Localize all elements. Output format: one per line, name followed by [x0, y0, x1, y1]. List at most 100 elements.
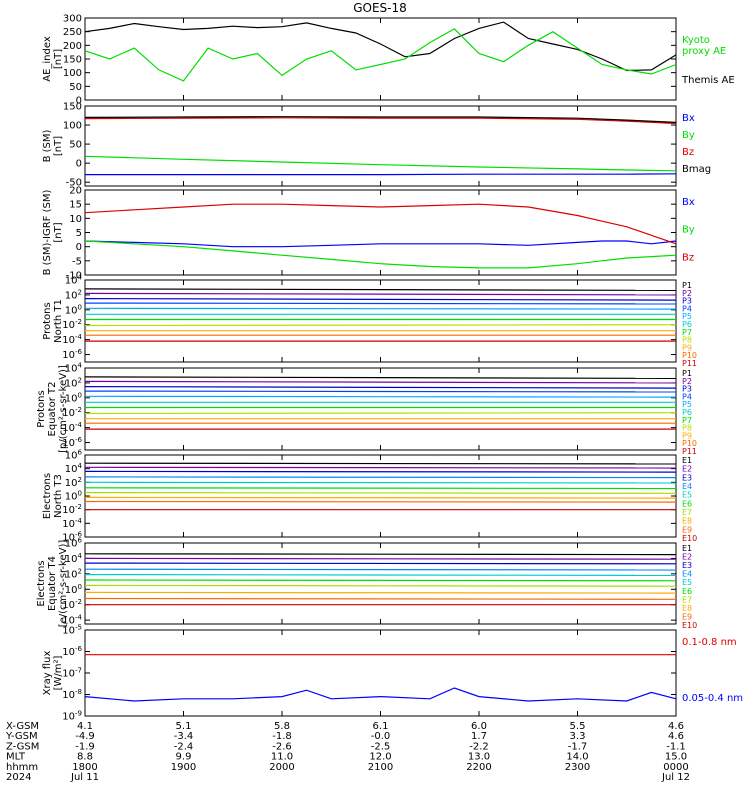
legend-label: 0.1-0.8 nm — [682, 637, 737, 648]
ephemeris-value: 6.0 — [471, 721, 487, 732]
legend-label: P5 — [682, 312, 692, 321]
legend-label: P11 — [682, 359, 697, 368]
ephemeris-value: -3.4 — [174, 731, 194, 742]
ephemeris-value: -1.8 — [272, 731, 292, 742]
y-axis-label: Protons — [42, 302, 53, 339]
ephemeris-label: X-GSM — [6, 721, 39, 732]
ephemeris-value: 2100 — [368, 762, 393, 773]
ephemeris-label: 2024 — [6, 772, 31, 783]
y-tick-label: 10-2 — [62, 503, 82, 516]
series-line-bx — [85, 173, 677, 176]
series-line-e4 — [84, 568, 677, 571]
series-line-p3 — [84, 298, 677, 301]
legend-label: P4 — [682, 304, 692, 313]
series-line-e4 — [84, 476, 677, 479]
series-line-e8 — [84, 591, 677, 594]
legend-label: P11 — [682, 447, 697, 456]
ephemeris-value: 2200 — [466, 762, 491, 773]
y-axis-label: B (SM) — [42, 129, 53, 162]
y-tick-label: -50 — [66, 178, 82, 189]
series-line-e5 — [84, 574, 677, 576]
series-line-p8 — [84, 412, 677, 415]
legend-label: Bx — [682, 197, 695, 208]
y-tick-label: 10-4 — [62, 517, 82, 530]
y-axis-label: [p/(cm²-s-sr-keV)] — [58, 365, 69, 453]
legend-label: Bmag — [682, 164, 711, 175]
legend-label: P7 — [682, 416, 692, 425]
y-tick-label: 100 — [63, 121, 82, 132]
series-line-bz — [84, 203, 677, 245]
y-axis-label: [nT] — [53, 136, 64, 156]
series-line-by — [84, 155, 677, 172]
panel-frame — [84, 629, 677, 717]
y-axis-label: Electrons — [42, 473, 53, 519]
series-line-p1 — [84, 288, 677, 291]
panel-1: 0 50 100 150 200 250 300 AE_index [nT] Kyotoproxy… — [42, 14, 735, 107]
legend-label: E3 — [682, 561, 692, 570]
y-axis-label: Electrons — [36, 560, 47, 606]
y-tick-label: 5 — [76, 228, 82, 239]
ephemeris-value: -1.7 — [568, 741, 588, 752]
y-tick-label: 0 — [76, 96, 82, 107]
y-tick-label: 100 — [65, 490, 82, 503]
legend-label: P3 — [682, 297, 692, 306]
legend-label: P6 — [682, 408, 692, 417]
y-tick-label: 50 — [69, 82, 82, 93]
legend-label: P8 — [682, 424, 692, 433]
legend-label: E5 — [682, 491, 692, 500]
ephemeris-value: 14.0 — [566, 752, 588, 763]
legend-label: E1 — [682, 544, 692, 553]
y-tick-label: 300 — [63, 14, 82, 25]
y-tick-label: 20 — [69, 186, 82, 197]
ephemeris-value: Jul 11 — [70, 772, 99, 783]
legend-label: Bx — [682, 113, 695, 124]
legend-label: E6 — [682, 587, 692, 596]
panel-frame — [84, 542, 677, 625]
y-tick-label: 10-8 — [62, 688, 82, 701]
legend-label: E9 — [682, 612, 692, 621]
legend-label: Bz — [682, 252, 694, 263]
ephemeris-value: 5.8 — [274, 721, 290, 732]
legend-label: P7 — [682, 328, 692, 337]
legend-label: E7 — [682, 595, 692, 604]
y-tick-label: 10-6 — [62, 348, 82, 361]
series-line-p1 — [84, 376, 677, 379]
y-tick-label: 10-6 — [62, 645, 82, 658]
legend-label: E2 — [682, 465, 692, 474]
legend-label: E2 — [682, 553, 692, 562]
y-tick-label: 10 — [69, 214, 82, 225]
panel-frame — [84, 367, 677, 451]
y-axis-label: [nT] — [53, 49, 64, 69]
ephemeris-value: -0.0 — [371, 731, 391, 742]
series-line-p2 — [84, 380, 677, 384]
y-tick-label: 150 — [63, 55, 82, 66]
y-axis-label: Equator T4 — [47, 556, 58, 611]
ephemeris-value: -2.5 — [371, 741, 391, 752]
y-tick-label: 200 — [63, 41, 82, 52]
legend-label: P3 — [682, 385, 692, 394]
series-line-e1 — [84, 553, 677, 556]
legend-label: E9 — [682, 525, 692, 534]
legend-label: 0.05-0.4 nm — [682, 693, 743, 704]
legend-label: Themis AE — [681, 75, 735, 86]
series-line-e6 — [84, 579, 677, 582]
ephemeris-value: -1.9 — [75, 741, 95, 752]
ephemeris-value: 4.6 — [668, 731, 684, 742]
ephemeris-value: 15.0 — [665, 752, 687, 763]
ephemeris-value: 9.9 — [176, 752, 192, 763]
legend-label: E1 — [682, 456, 692, 465]
legend-label: P2 — [682, 289, 692, 298]
legend-label: E5 — [682, 578, 692, 587]
series-line-e9 — [84, 597, 677, 600]
y-tick-label: 150 — [63, 102, 82, 113]
y-axis-label: [W/m²] — [53, 655, 64, 690]
legend-label: E8 — [682, 604, 692, 613]
series-line-e3 — [84, 470, 677, 473]
ephemeris-value: 6.1 — [373, 721, 389, 732]
y-axis-label: Equator T2 — [47, 382, 58, 437]
legend-label: proxy AE — [682, 46, 726, 57]
